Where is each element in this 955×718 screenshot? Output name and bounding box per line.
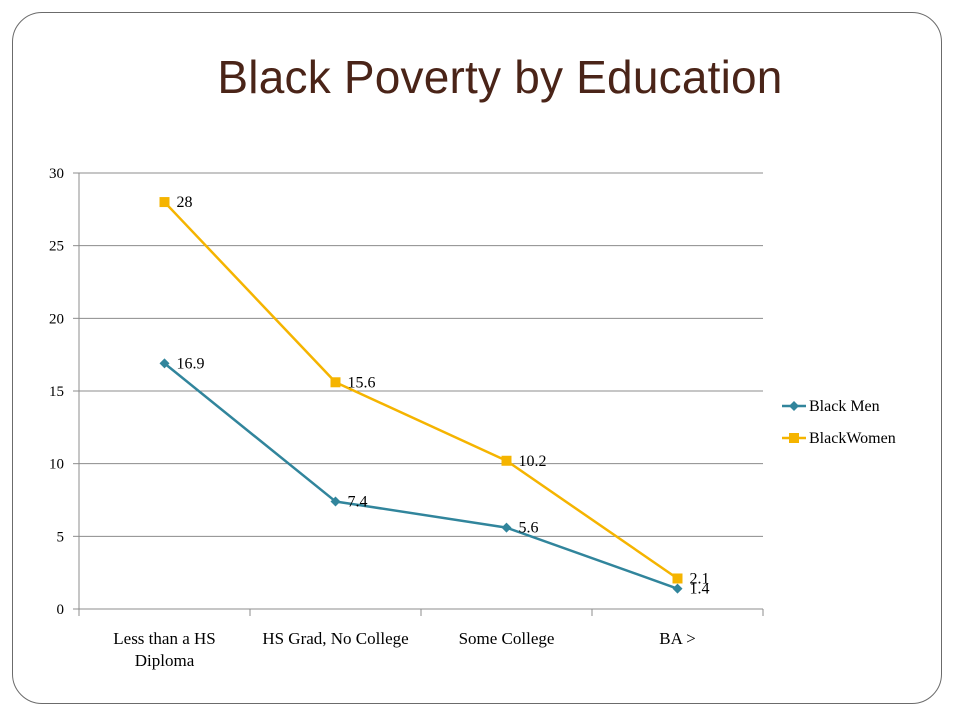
x-tick-label: Less than a HS Diploma	[113, 629, 215, 670]
data-label: 1.4	[690, 581, 710, 598]
data-label: 7.4	[348, 493, 368, 510]
x-axis-ticks: Less than a HS Diploma HS Grad, No College…	[78, 609, 764, 670]
data-label: 16.9	[177, 355, 205, 372]
data-point-black-women	[501, 455, 512, 466]
data-label: 5.6	[519, 520, 539, 537]
data-point-black-men	[501, 522, 512, 533]
gridlines	[79, 172, 763, 537]
legend-label: Black Men	[809, 398, 880, 415]
slide-title: Black Poverty by Education	[217, 51, 783, 103]
data-label: 15.6	[348, 374, 376, 391]
y-axis-ticks: 0 5 10 15 20 25 30	[49, 166, 79, 618]
legend-label: BlackWomen	[809, 430, 896, 447]
data-label: 10.2	[519, 453, 547, 470]
y-tick-label: 30	[49, 166, 64, 182]
legend-marker	[789, 433, 799, 443]
x-tick-label: Some College	[459, 629, 555, 648]
y-tick-label: 15	[49, 384, 64, 400]
y-tick-label: 10	[49, 457, 64, 473]
series-line-black-men	[163, 362, 678, 590]
data-label: 2.1	[690, 570, 710, 587]
series-line-black-women	[163, 201, 679, 580]
data-label: 28	[177, 194, 193, 211]
data-point-black-women	[330, 377, 341, 388]
legend: Black Men BlackWomen	[782, 398, 896, 447]
y-tick-label: 0	[57, 602, 65, 618]
x-tick-label: BA >	[659, 629, 696, 648]
data-point-black-women	[672, 573, 683, 584]
data-point-black-men	[672, 583, 683, 594]
y-tick-label: 20	[49, 311, 64, 327]
legend-marker	[789, 401, 799, 411]
data-point-black-men	[159, 358, 170, 369]
data-point-black-women	[159, 197, 170, 208]
y-tick-label: 5	[57, 529, 65, 545]
y-tick-label: 25	[49, 239, 64, 255]
series-lines: 16.9 7.4 5.6 1.4 28 15.6 10.2 2.1	[159, 194, 710, 598]
slide-frame	[12, 12, 942, 704]
data-point-black-men	[330, 496, 341, 507]
x-tick-label: HS Grad, No College	[262, 629, 408, 648]
